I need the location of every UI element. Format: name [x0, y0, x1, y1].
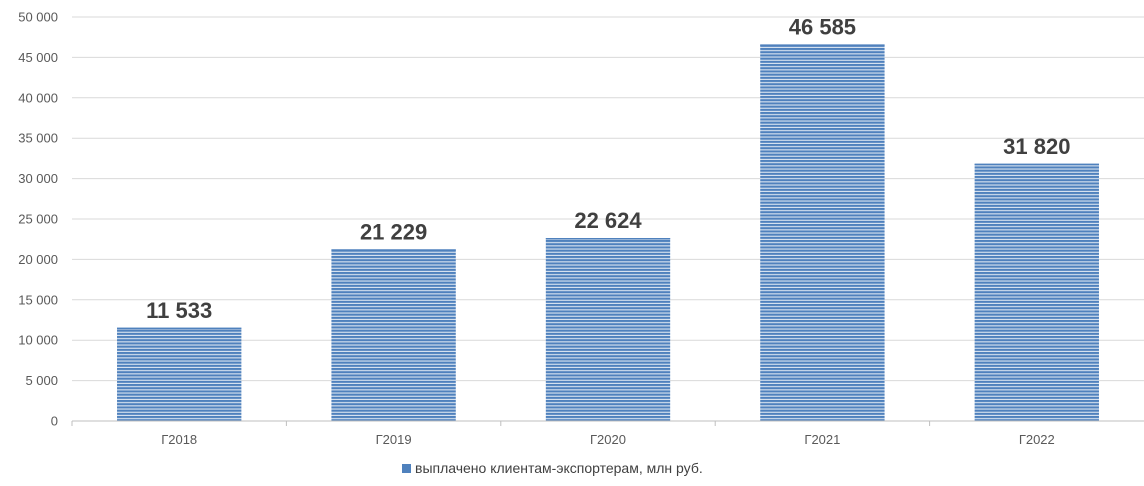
y-tick-label: 30 000	[18, 171, 58, 186]
bars	[117, 44, 1099, 421]
bar	[760, 44, 885, 421]
bar	[974, 163, 1099, 421]
legend-swatch	[402, 464, 411, 473]
data-label: 11 533	[146, 298, 212, 323]
y-tick-label: 45 000	[18, 50, 58, 65]
y-tick-label: 15 000	[18, 292, 58, 307]
bar	[545, 238, 671, 421]
data-label: 46 585	[789, 15, 856, 40]
y-tick-label: 10 000	[18, 333, 58, 348]
y-axis-ticks: 0 5 000 10 000 15 000 20 000 25 000 30 000 35 0…	[18, 10, 58, 429]
bar	[117, 327, 242, 421]
y-tick-label: 5 000	[25, 373, 58, 388]
x-tick-label: Г2020	[590, 432, 626, 447]
data-label: 21 229	[360, 219, 427, 244]
bar	[331, 249, 456, 421]
x-tick-label: Г2022	[1019, 432, 1055, 447]
legend: выплачено клиентам-экспортерам, млн руб.	[402, 460, 703, 476]
y-tick-label: 25 000	[18, 212, 58, 227]
x-axis-ticks: Г2018 Г2019 Г2020 Г2021 Г2022	[71, 421, 1055, 447]
y-tick-label: 50 000	[18, 10, 58, 25]
x-tick-label: Г2018	[161, 432, 197, 447]
gridlines	[72, 16, 1144, 382]
x-tick-label: Г2019	[376, 432, 412, 447]
x-tick-label: Г2021	[804, 432, 840, 447]
y-tick-label: 0	[51, 414, 58, 429]
data-label: 31 820	[1003, 134, 1070, 159]
data-label: 22 624	[574, 208, 642, 233]
y-tick-label: 20 000	[18, 252, 58, 267]
data-labels: 11 533 21 229 22 624 46 585 31 820	[146, 15, 1070, 323]
legend-label: выплачено клиентам-экспортерам, млн руб.	[415, 460, 703, 476]
y-tick-label: 40 000	[18, 90, 58, 105]
y-tick-label: 35 000	[18, 131, 58, 146]
